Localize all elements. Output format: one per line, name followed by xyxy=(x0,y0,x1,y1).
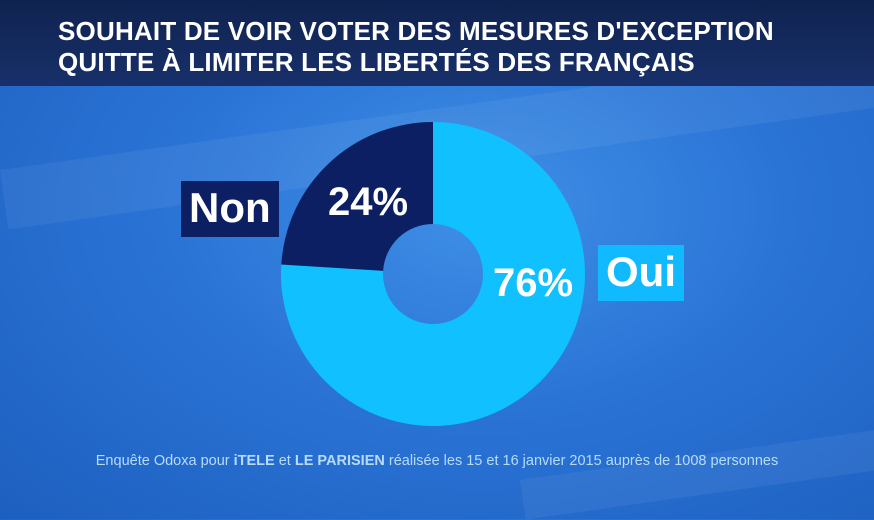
source-note: Enquête Odoxa pour iTELE et LE PARISIEN … xyxy=(0,453,874,469)
title-line-2: QUITTE À LIMITER LES LIBERTÉS DES FRANÇA… xyxy=(58,47,695,77)
source-text-1: Enquête Odoxa pour xyxy=(95,453,234,469)
legend-label-non: Non xyxy=(181,181,279,237)
legend-label-oui: Oui xyxy=(598,245,684,301)
title-banner: SOUHAIT DE VOIR VOTER DES MESURES D'EXCE… xyxy=(0,0,874,86)
source-brand-parisien: LE PARISIEN xyxy=(294,453,385,469)
data-label-non: 24% xyxy=(328,180,408,224)
pie-slice-oui xyxy=(280,122,585,426)
source-text-2: et xyxy=(274,453,295,469)
source-brand-itele: iTELE xyxy=(233,453,275,469)
source-text-3: réalisée les 15 et 16 janvier 2015 auprè… xyxy=(384,453,779,469)
data-label-oui: 76% xyxy=(493,261,573,305)
title-line-1: SOUHAIT DE VOIR VOTER DES MESURES D'EXCE… xyxy=(58,16,774,46)
pie-slice-non xyxy=(281,121,433,271)
